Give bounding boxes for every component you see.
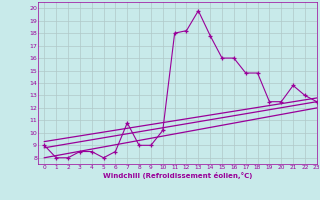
X-axis label: Windchill (Refroidissement éolien,°C): Windchill (Refroidissement éolien,°C) (103, 172, 252, 179)
